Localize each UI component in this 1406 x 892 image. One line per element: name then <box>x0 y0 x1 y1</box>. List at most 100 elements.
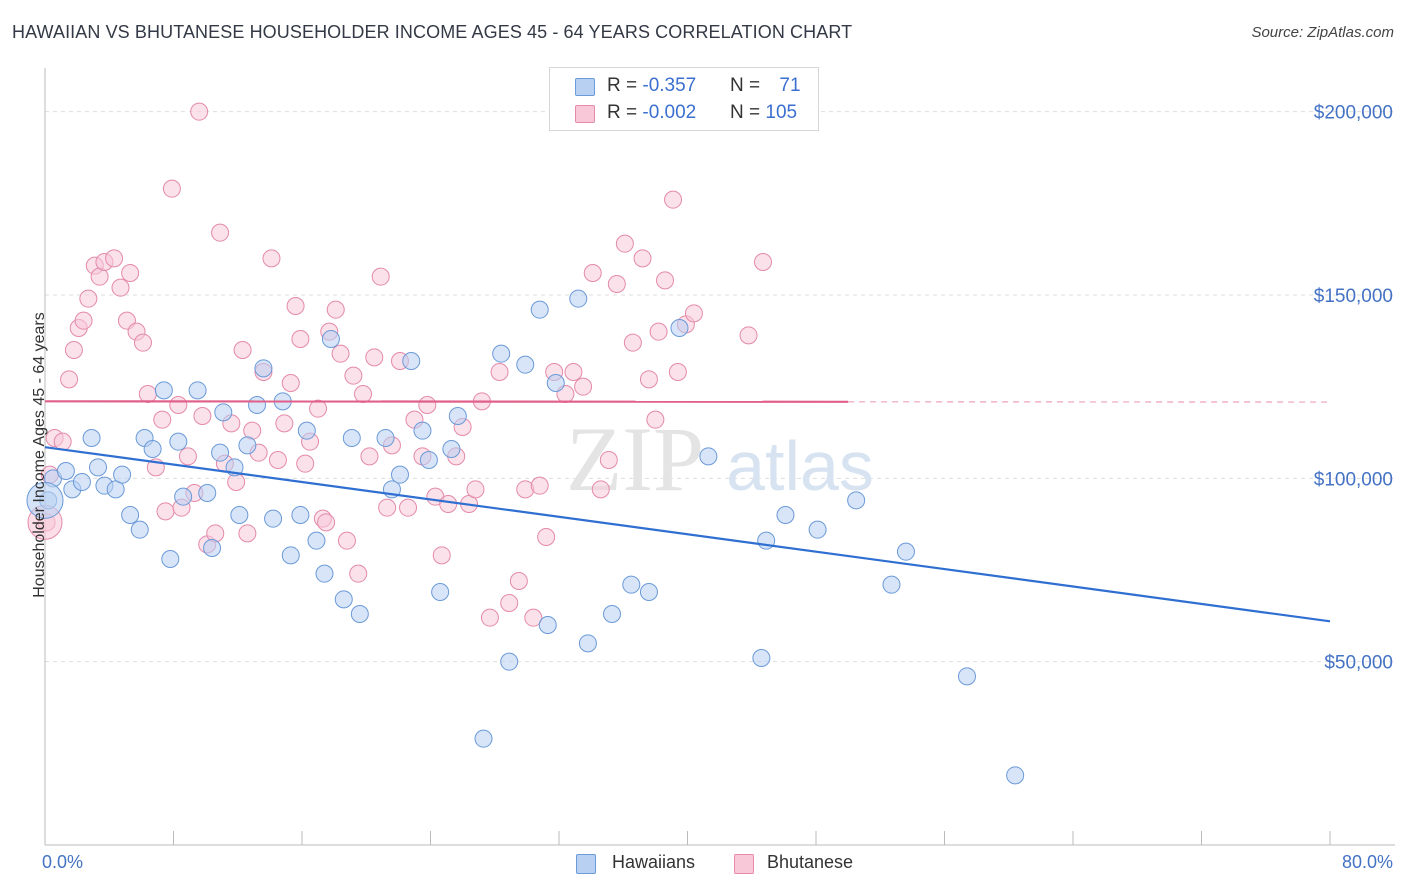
bottom-legend-label-hawaiians: Hawaiians <box>612 852 696 872</box>
hawaiians-trend-line <box>44 446 1331 623</box>
bhutanese-point-30 <box>206 524 225 543</box>
hawaiians-point-25 <box>238 436 257 455</box>
source-label: Source: ZipAtlas.com <box>1251 24 1394 41</box>
bhutanese-point-35 <box>233 341 252 359</box>
bhutanese-point-18 <box>138 385 157 403</box>
y-axis-title: Householder Income Ages 45 - 64 years <box>31 312 48 598</box>
hawaiians-point-66 <box>847 491 866 510</box>
hawaiians-point-17 <box>174 487 193 506</box>
hawaiians-point-60 <box>670 319 689 337</box>
stats-legend: R = -0.357 N = 71 R = -0.002 N = 105 <box>549 67 819 131</box>
bhutanese-point-78 <box>509 572 528 590</box>
hawaiians-point-54 <box>546 374 565 392</box>
bhutanese-point-60 <box>378 498 397 517</box>
y-tick-labels: $50,000 $100,000 $150,000 $200,000 <box>1314 103 1393 674</box>
bhutanese-point-13 <box>111 278 130 297</box>
hawaiians-point-43 <box>413 421 432 440</box>
bhutanese-point-57 <box>360 447 379 466</box>
bhutanese-point-25 <box>178 447 197 466</box>
bhutanese-point-87 <box>583 264 602 282</box>
bottom-legend-label-bhutanese: Bhutanese <box>767 852 854 872</box>
bhutanese-point-95 <box>649 322 668 341</box>
bhutanese-point-45 <box>291 330 310 348</box>
bottom-legend-swatch-hawaiians <box>576 854 596 874</box>
hawaiians-point-11 <box>130 520 149 539</box>
hawaiians-point-51 <box>516 355 535 374</box>
bhutanese-point-89 <box>599 451 618 469</box>
hawaiians-point-27 <box>254 359 273 378</box>
bhutanese-point-42 <box>275 414 294 433</box>
hawaiians-point-28 <box>264 509 283 528</box>
hawaiians-point-48 <box>474 729 493 748</box>
bhutanese-point-56 <box>354 385 373 403</box>
legend-swatch-hawaiians <box>575 78 595 96</box>
bhutanese-point-43 <box>281 374 300 392</box>
bhutanese-point-93 <box>633 249 652 268</box>
y-tick-label-1: $100,000 <box>1314 469 1393 490</box>
hawaiians-point-36 <box>334 590 353 609</box>
bhutanese-point-51 <box>326 300 345 319</box>
bhutanese-point-66 <box>418 396 437 414</box>
bhutanese-point-52 <box>331 344 350 363</box>
bhutanese-point-7 <box>74 311 93 330</box>
hawaiians-point-34 <box>315 564 334 583</box>
bhutanese-point-40 <box>262 249 281 268</box>
bhutanese-point-103 <box>753 253 772 271</box>
hawaiians-point-68 <box>896 542 915 561</box>
hawaiians-point-49 <box>492 344 511 363</box>
hawaiians-point-69 <box>957 667 976 686</box>
hawaiians-point-35 <box>321 330 340 348</box>
bhutanese-point-55 <box>349 564 368 583</box>
bhutanese-point-31 <box>211 223 230 242</box>
hawaiians-point-44 <box>419 451 438 469</box>
hawaiians-point-14 <box>154 381 173 400</box>
y-tick-label-2: $150,000 <box>1314 286 1393 307</box>
hawaiians-point-70 <box>1006 766 1025 785</box>
hawaiians-point-39 <box>376 429 395 447</box>
watermark-zip: ZIP <box>566 408 704 510</box>
watermark: ZIP atlas <box>566 408 874 510</box>
hawaiians-point-5 <box>82 429 101 447</box>
hawaiians-point-55 <box>569 289 588 308</box>
bhutanese-point-77 <box>500 594 519 612</box>
hawaiians-point-41 <box>390 465 409 484</box>
bhutanese-point-20 <box>153 410 172 429</box>
x-axis-min-label: 0.0% <box>42 852 84 872</box>
hawaiians-point-45 <box>431 583 450 601</box>
bhutanese-point-75 <box>480 608 499 627</box>
bhutanese-point-86 <box>574 377 593 396</box>
bhutanese-point-102 <box>739 326 758 345</box>
hawaiians-point-13 <box>143 440 162 458</box>
bhutanese-point-23 <box>169 396 188 414</box>
bhutanese-point-41 <box>268 451 287 469</box>
bhutanese-point-44 <box>286 297 305 315</box>
bhutanese-point-85 <box>564 363 583 381</box>
axes <box>44 68 1395 846</box>
bhutanese-point-69 <box>439 495 458 513</box>
bhutanese-point-21 <box>156 502 175 521</box>
hawaiians-point-57 <box>603 605 622 623</box>
legend-swatch-bhutanese <box>575 105 595 123</box>
hawaiians-point-58 <box>622 575 641 594</box>
hawaiians-point-9 <box>113 465 132 484</box>
hawaiians-point-50 <box>500 652 519 671</box>
bhutanese-point-58 <box>365 348 384 367</box>
legend-row-bhutanese: R = -0.002 N = 105 <box>550 101 818 127</box>
hawaiians-point-37 <box>342 429 361 447</box>
bhutanese-point-82 <box>537 528 556 546</box>
hawaiians-point-59 <box>639 583 658 601</box>
hawaiians-point-30 <box>281 546 300 565</box>
bhutanese-point-100 <box>684 304 703 323</box>
bhutanese-point-59 <box>371 267 390 286</box>
bhutanese-point-3 <box>53 432 72 451</box>
legend-row-hawaiians: R = -0.357 N = 71 <box>550 74 818 100</box>
bhutanese-point-28 <box>193 407 212 425</box>
bhutanese-point-36 <box>238 524 257 543</box>
bhutanese-point-68 <box>432 546 451 565</box>
hawaiians-point-31 <box>291 506 310 524</box>
hawaiians-point-16 <box>169 432 188 451</box>
hawaiians-point-47 <box>448 407 467 425</box>
bottom-legend-swatch-bhutanese <box>734 854 754 874</box>
hawaiians-point-65 <box>808 520 827 539</box>
